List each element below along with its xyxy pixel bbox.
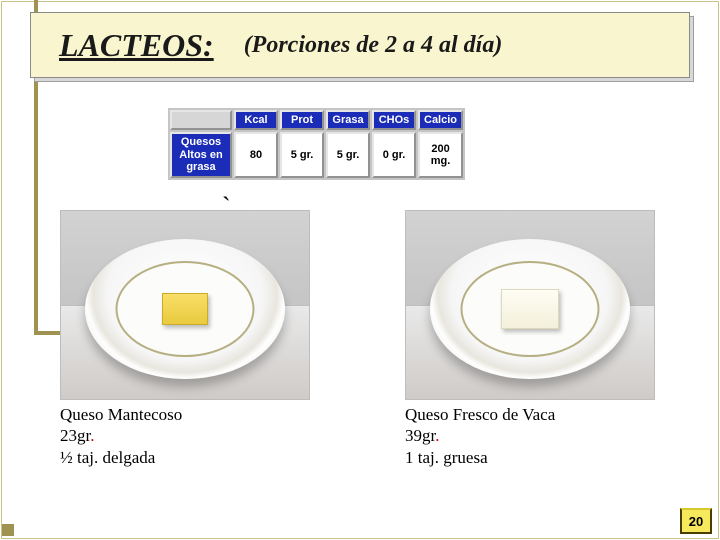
col-chos: CHOs xyxy=(372,110,416,130)
cheese-mantecoso xyxy=(162,293,208,325)
header-box: LACTEOS: (Porciones de 2 a 4 al día) xyxy=(30,12,690,78)
header: LACTEOS: (Porciones de 2 a 4 al día) xyxy=(30,12,690,78)
col-calcio: Calcio xyxy=(418,110,463,130)
accent-square xyxy=(2,524,14,536)
photos-row: Queso Mantecoso 23gr. ½ taj. delgada Que… xyxy=(60,210,660,440)
caption-mantecoso: Queso Mantecoso 23gr. ½ taj. delgada xyxy=(60,404,310,468)
item-fresco: Queso Fresco de Vaca 39gr. 1 taj. gruesa xyxy=(405,210,655,468)
nutrition-table: Kcal Prot Grasa CHOs Calcio Quesos Altos… xyxy=(168,108,465,180)
header-subtitle: (Porciones de 2 a 4 al día) xyxy=(244,32,503,59)
val-grasa: 5 gr. xyxy=(326,132,370,178)
val-calcio: 200 mg. xyxy=(418,132,463,178)
photo-fresco xyxy=(405,210,655,400)
page-number: 20 xyxy=(680,508,712,534)
row-label: Quesos Altos en grasa xyxy=(170,132,232,178)
table-corner xyxy=(170,110,232,130)
val-chos: 0 gr. xyxy=(372,132,416,178)
val-prot: 5 gr. xyxy=(280,132,324,178)
photo-mantecoso xyxy=(60,210,310,400)
item-mantecoso: Queso Mantecoso 23gr. ½ taj. delgada xyxy=(60,210,310,468)
col-grasa: Grasa xyxy=(326,110,370,130)
col-prot: Prot xyxy=(280,110,324,130)
header-title: LACTEOS: xyxy=(59,27,214,64)
caption-fresco: Queso Fresco de Vaca 39gr. 1 taj. gruesa xyxy=(405,404,655,468)
col-kcal: Kcal xyxy=(234,110,278,130)
cheese-fresco xyxy=(501,289,559,329)
val-kcal: 80 xyxy=(234,132,278,178)
